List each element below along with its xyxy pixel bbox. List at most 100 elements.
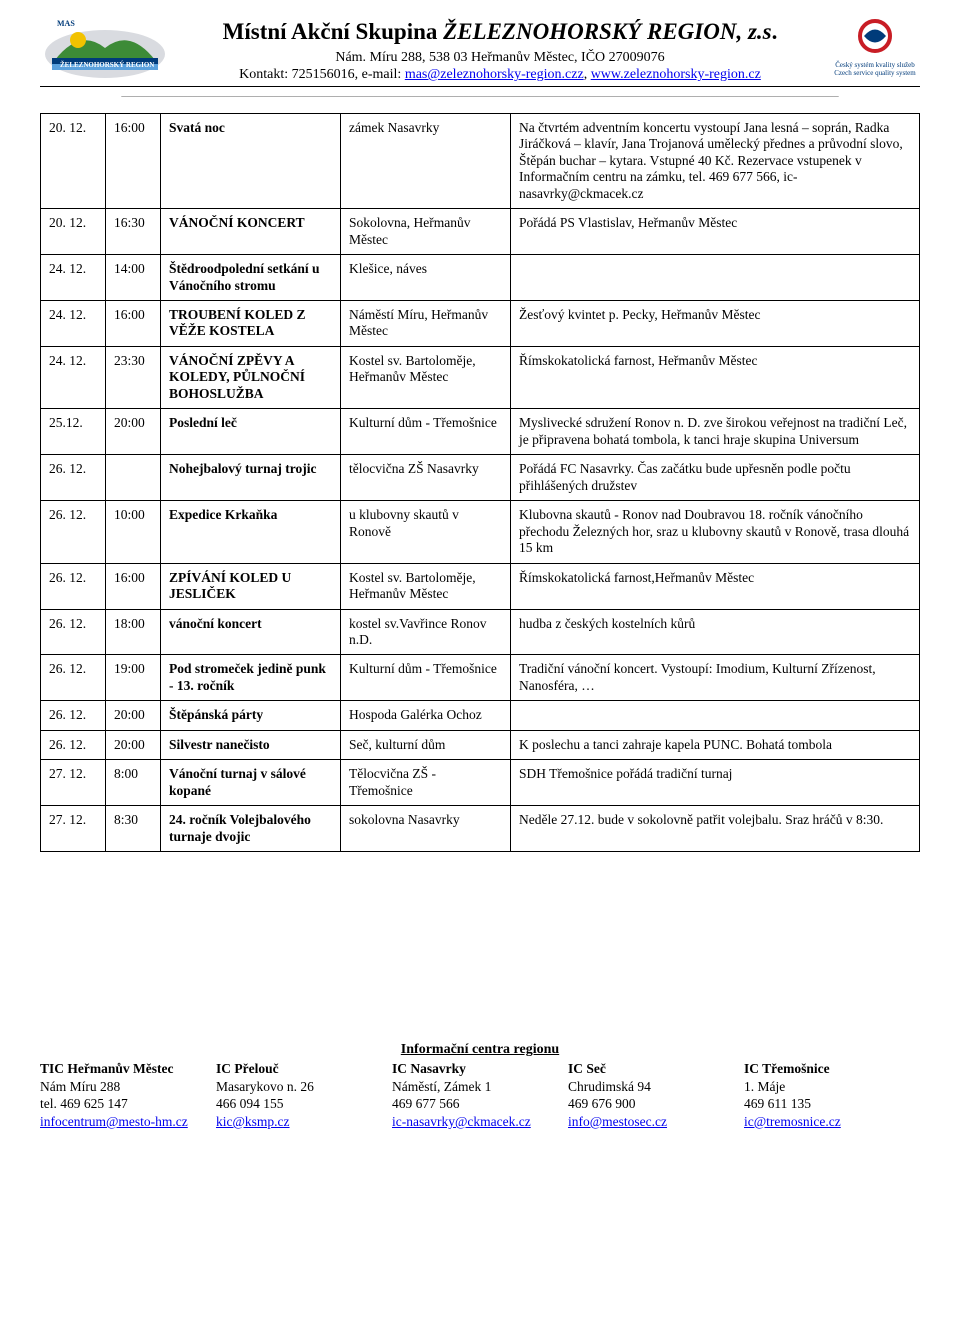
table-row: 26. 12.20:00Štěpánská pártyHospoda Galér… xyxy=(41,701,920,730)
event-date: 26. 12. xyxy=(41,563,106,609)
event-time: 23:30 xyxy=(106,346,161,408)
svg-text:ŽELEZNOHORSKÝ REGION: ŽELEZNOHORSKÝ REGION xyxy=(60,61,154,69)
event-name: Expedice Krkaňka xyxy=(161,501,341,563)
header-email-link[interactable]: mas@zeleznohorsky-region.czz xyxy=(405,67,584,82)
event-name: vánoční koncert xyxy=(161,609,341,655)
table-row: 20. 12.16:00Svatá noczámek NasavrkyNa čt… xyxy=(41,113,920,208)
event-date: 24. 12. xyxy=(41,346,106,408)
event-name: VÁNOČNÍ ZPĚVY A KOLEDY, PŮLNOČNÍ BOHOSLU… xyxy=(161,346,341,408)
event-note: Žesťový kvintet p. Pecky, Heřmanův Měste… xyxy=(511,300,920,346)
footer-col-link[interactable]: kic@ksmp.cz xyxy=(216,1114,290,1129)
event-date: 26. 12. xyxy=(41,609,106,655)
footer-col-link[interactable]: ic-nasavrky@ckmacek.cz xyxy=(392,1114,531,1129)
footer-col: IC SečChrudimská 94469 676 900info@mesto… xyxy=(568,1060,744,1130)
event-place: Hospoda Galérka Ochoz xyxy=(341,701,511,730)
table-row: 24. 12.16:00TROUBENÍ KOLED Z VĚŽE KOSTEL… xyxy=(41,300,920,346)
event-time: 8:30 xyxy=(106,806,161,852)
footer-columns: TIC Heřmanův MěstecNám Míru 288tel. 469 … xyxy=(40,1060,920,1130)
table-row: 25.12.20:00Poslední lečKulturní dům - Tř… xyxy=(41,409,920,455)
event-date: 24. 12. xyxy=(41,255,106,301)
table-row: 26. 12.16:00ZPÍVÁNÍ KOLED U JESLIČEKKost… xyxy=(41,563,920,609)
footer-col-title: IC Nasavrky xyxy=(392,1060,568,1078)
event-note: Pořádá PS Vlastislav, Heřmanův Městec xyxy=(511,209,920,255)
event-place: sokolovna Nasavrky xyxy=(341,806,511,852)
event-place: Sokolovna, Heřmanův Městec xyxy=(341,209,511,255)
footer-col: IC NasavrkyNáměstí, Zámek 1469 677 566ic… xyxy=(392,1060,568,1130)
event-note: hudba z českých kostelních kůrů xyxy=(511,609,920,655)
event-time xyxy=(106,455,161,501)
footer-col-title: TIC Heřmanův Městec xyxy=(40,1060,216,1078)
events-table: 20. 12.16:00Svatá noczámek NasavrkyNa čt… xyxy=(40,113,920,852)
event-name: Poslední leč xyxy=(161,409,341,455)
event-place: Kulturní dům - Třemošnice xyxy=(341,655,511,701)
svg-text:MAS: MAS xyxy=(57,19,75,28)
header-web-link[interactable]: www.zeleznohorsky-region.cz xyxy=(591,67,761,82)
event-time: 18:00 xyxy=(106,609,161,655)
header-sub2: Kontakt: 725156016, e-mail: mas@zeleznoh… xyxy=(182,66,818,84)
event-place: Náměstí Míru, Heřmanův Městec xyxy=(341,300,511,346)
event-name: Vánoční turnaj v sálové kopané xyxy=(161,760,341,806)
footer-col-line: Náměstí, Zámek 1 xyxy=(392,1078,568,1096)
event-date: 26. 12. xyxy=(41,655,106,701)
footer: Informační centra regionu TIC Heřmanův M… xyxy=(40,1042,920,1130)
footer-col-line: Nám Míru 288 xyxy=(40,1078,216,1096)
event-name: Silvestr nanečisto xyxy=(161,730,341,759)
title-suffix: . xyxy=(772,19,778,44)
event-place: u klubovny skautů v Ronově xyxy=(341,501,511,563)
event-note: Římskokatolická farnost, Heřmanův Městec xyxy=(511,346,920,408)
event-place: Kostel sv. Bartoloměje, Heřmanův Městec xyxy=(341,346,511,408)
table-row: 26. 12.10:00Expedice Krkaňkau klubovny s… xyxy=(41,501,920,563)
footer-col-title: IC Seč xyxy=(568,1060,744,1078)
event-name: TROUBENÍ KOLED Z VĚŽE KOSTELA xyxy=(161,300,341,346)
footer-col: IC Třemošnice1. Máje469 611 135ic@tremos… xyxy=(744,1060,920,1130)
event-place: Klešice, náves xyxy=(341,255,511,301)
footer-col-line: Masarykovo n. 26 xyxy=(216,1078,392,1096)
event-name: VÁNOČNÍ KONCERT xyxy=(161,209,341,255)
table-row: 26. 12.20:00Silvestr nanečistoSeč, kultu… xyxy=(41,730,920,759)
event-place: zámek Nasavrky xyxy=(341,113,511,208)
header-text: Místní Akční Skupina ŽELEZNOHORSKÝ REGIO… xyxy=(182,18,818,84)
logo-quality: Český systém kvality služeb Czech servic… xyxy=(830,18,920,80)
event-note: Neděle 27.12. bude v sokolovně patřit vo… xyxy=(511,806,920,852)
event-note: Tradiční vánoční koncert. Vystoupí: Imod… xyxy=(511,655,920,701)
event-time: 20:00 xyxy=(106,730,161,759)
event-date: 26. 12. xyxy=(41,730,106,759)
event-date: 26. 12. xyxy=(41,501,106,563)
event-name: 24. ročník Volejbalového turnaje dvojic xyxy=(161,806,341,852)
footer-col-title: IC Přelouč xyxy=(216,1060,392,1078)
event-time: 19:00 xyxy=(106,655,161,701)
footer-col-link[interactable]: info@mestosec.cz xyxy=(568,1114,667,1129)
event-note: Na čtvrtém adventním koncertu vystoupí J… xyxy=(511,113,920,208)
event-place: kostel sv.Vavřince Ronov n.D. xyxy=(341,609,511,655)
event-note: Římskokatolická farnost,Heřmanův Městec xyxy=(511,563,920,609)
footer-col-line: 1. Máje xyxy=(744,1078,920,1096)
footer-col-line: 469 677 566 xyxy=(392,1095,568,1113)
event-name: Svatá noc xyxy=(161,113,341,208)
footer-col-link[interactable]: infocentrum@mesto-hm.cz xyxy=(40,1114,188,1129)
event-time: 16:00 xyxy=(106,113,161,208)
event-name: Pod stromeček jedině punk - 13. ročník xyxy=(161,655,341,701)
event-date: 25.12. xyxy=(41,409,106,455)
event-time: 16:30 xyxy=(106,209,161,255)
table-row: 26. 12.19:00Pod stromeček jedině punk - … xyxy=(41,655,920,701)
footer-col-title: IC Třemošnice xyxy=(744,1060,920,1078)
table-row: 26. 12.Nohejbalový turnaj trojictělocvič… xyxy=(41,455,920,501)
event-time: 10:00 xyxy=(106,501,161,563)
header-rule xyxy=(40,86,920,87)
event-note xyxy=(511,701,920,730)
event-date: 26. 12. xyxy=(41,455,106,501)
table-row: 26. 12.18:00vánoční koncertkostel sv.Vav… xyxy=(41,609,920,655)
logo-region: MAS ŽELEZNOHORSKÝ REGION xyxy=(40,18,170,80)
footer-col-line: 469 611 135 xyxy=(744,1095,920,1113)
event-note: SDH Třemošnice pořádá tradiční turnaj xyxy=(511,760,920,806)
title-prefix: Místní Akční Skupina xyxy=(223,19,444,44)
event-time: 14:00 xyxy=(106,255,161,301)
event-date: 27. 12. xyxy=(41,806,106,852)
event-name: ZPÍVÁNÍ KOLED U JESLIČEK xyxy=(161,563,341,609)
event-note xyxy=(511,255,920,301)
footer-col-line: tel. 469 625 147 xyxy=(40,1095,216,1113)
event-date: 26. 12. xyxy=(41,701,106,730)
footer-col-line: 469 676 900 xyxy=(568,1095,744,1113)
footer-col-link[interactable]: ic@tremosnice.cz xyxy=(744,1114,841,1129)
event-note: Klubovna skautů - Ronov nad Doubravou 18… xyxy=(511,501,920,563)
